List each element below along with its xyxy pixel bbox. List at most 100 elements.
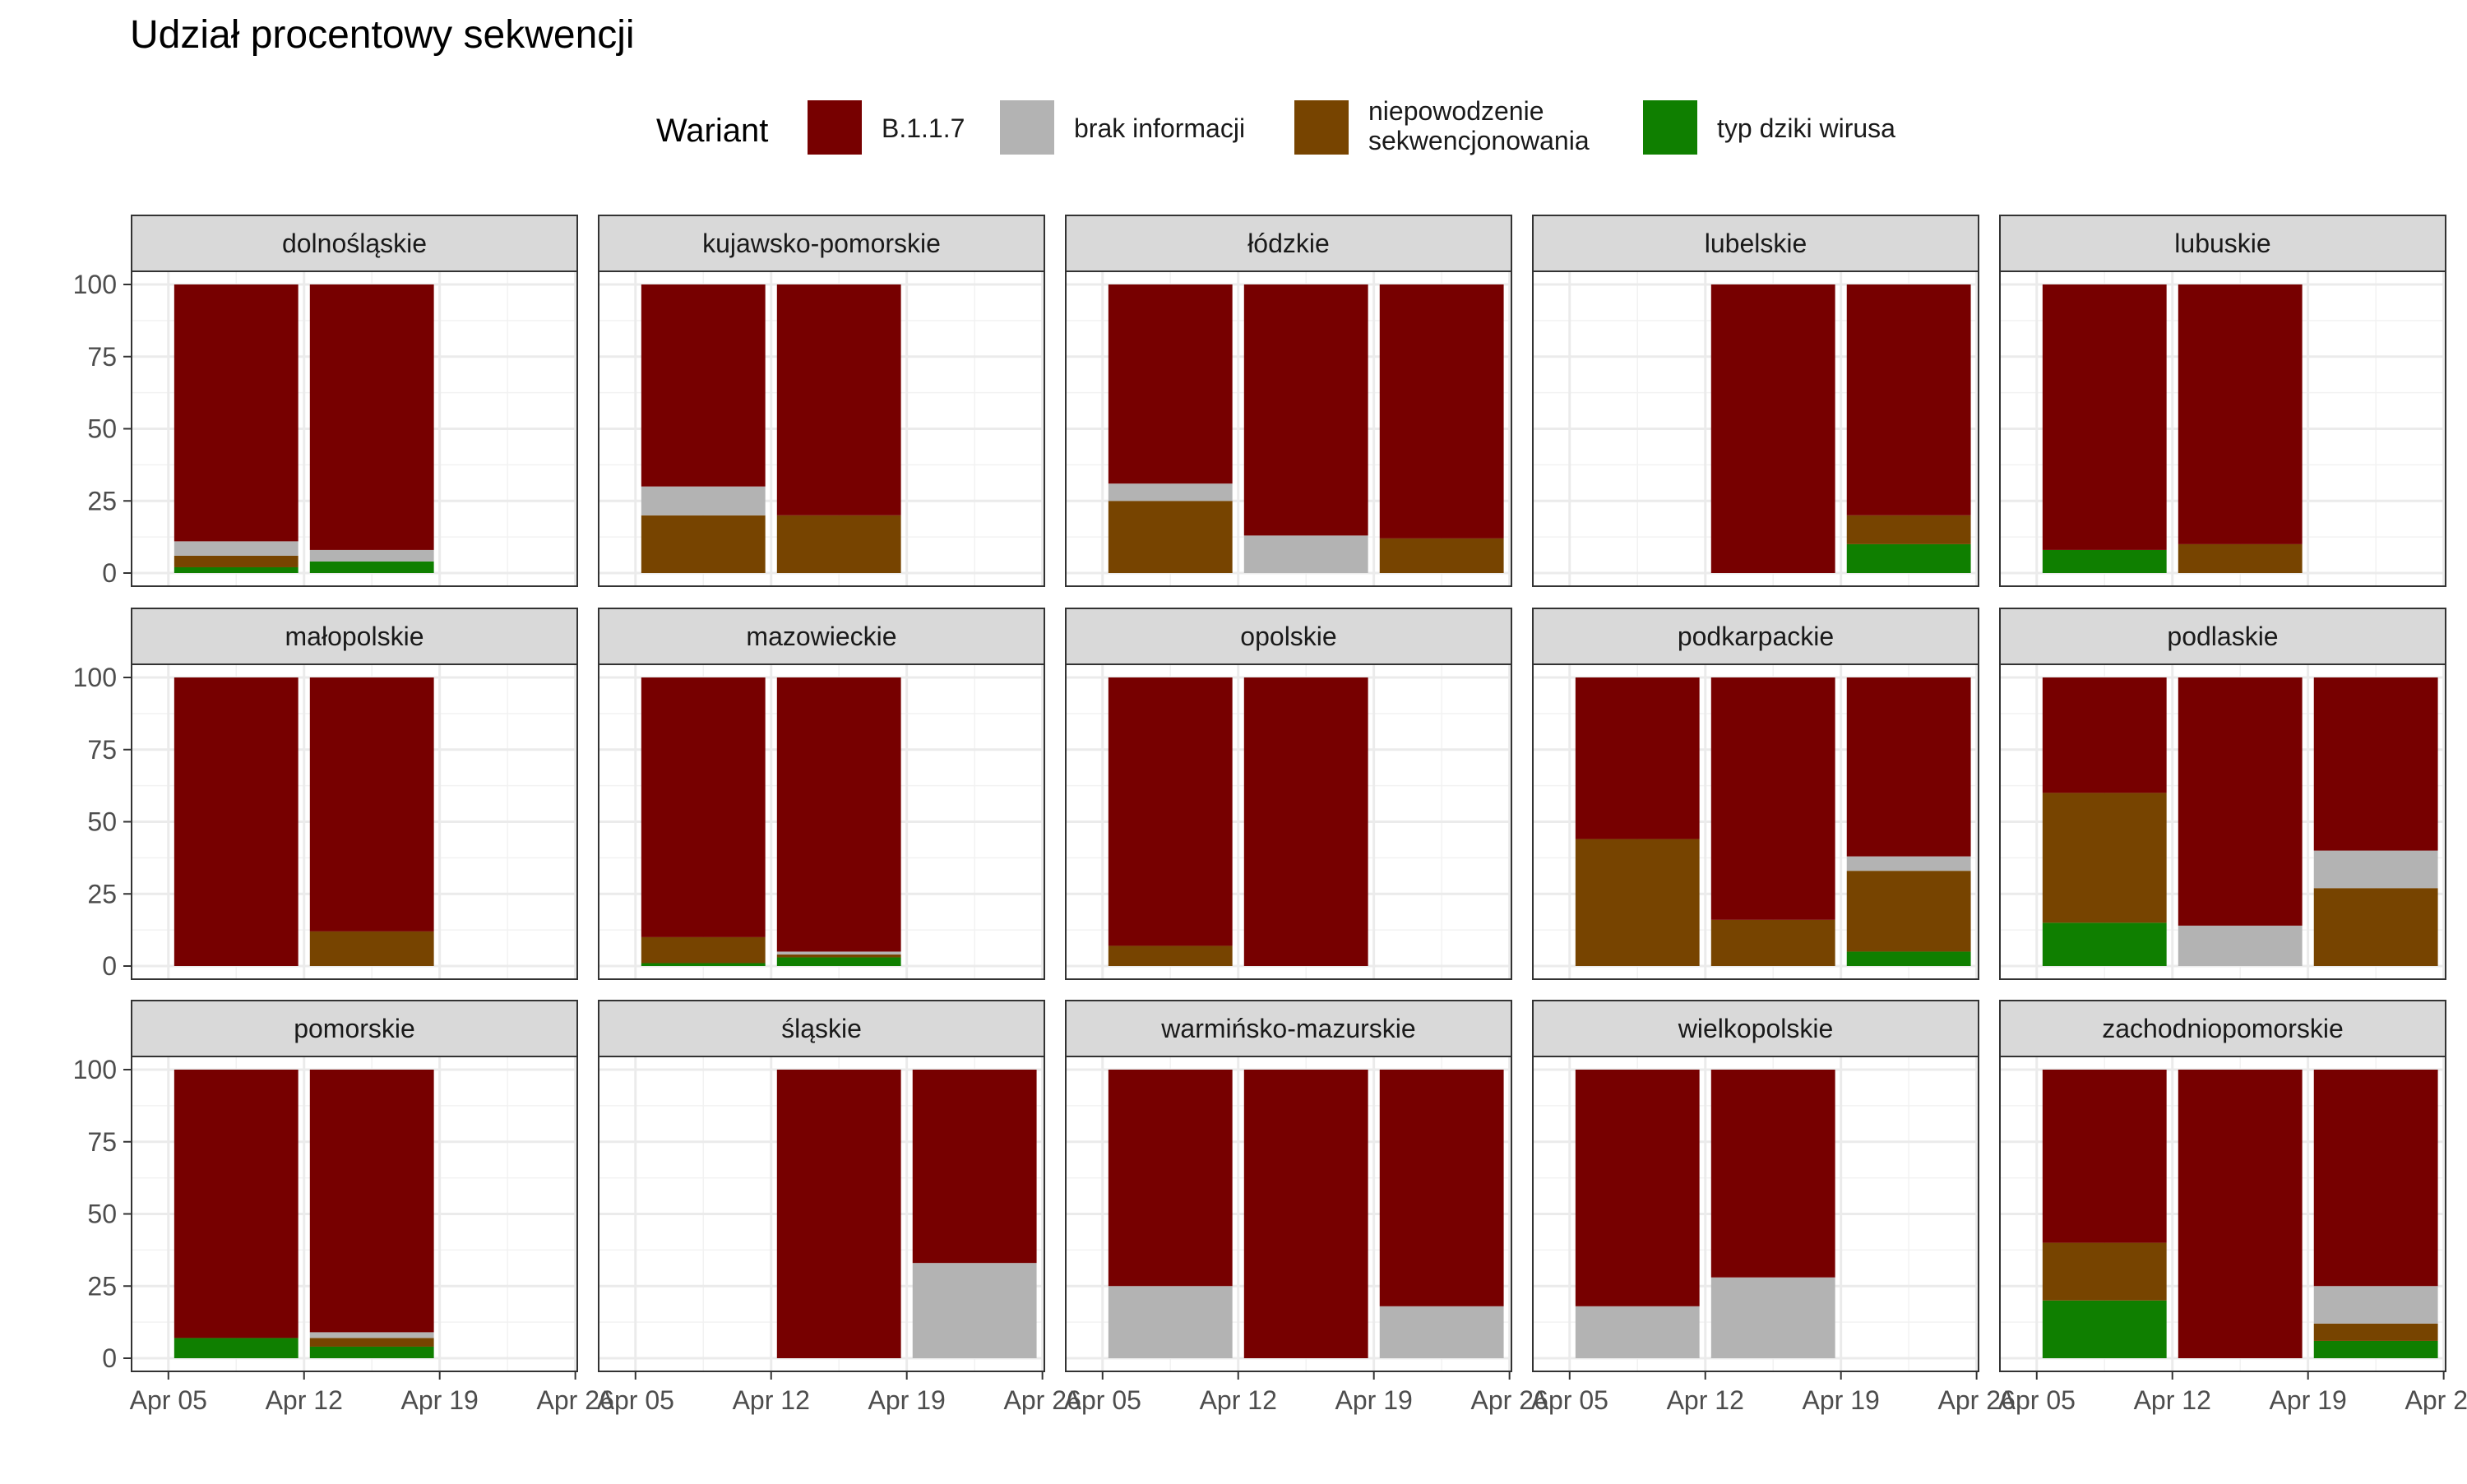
- y-tick-label: 50: [87, 807, 117, 837]
- y-tick-label: 50: [87, 414, 117, 444]
- bar-segment-b117: [1243, 284, 1368, 536]
- bar-segment-b117: [1108, 284, 1233, 484]
- bar-segment-niepowodzenie: [1379, 538, 1504, 573]
- bar-stack: [174, 284, 299, 573]
- bar-stack: [1379, 284, 1504, 573]
- y-tick-label: 25: [87, 879, 117, 908]
- bar-stack: [2178, 677, 2303, 966]
- bar-segment-b117: [309, 284, 434, 550]
- panel-border: [1532, 1056, 1979, 1372]
- facet-panel: opolskie: [1065, 608, 1512, 980]
- facet-panel: mazowieckie: [598, 608, 1045, 980]
- bar-segment-b117: [1243, 1070, 1368, 1358]
- y-tick-label: 25: [87, 486, 117, 515]
- bar-stack: [1846, 284, 1971, 573]
- bar-segment-dziki: [2042, 549, 2167, 573]
- facet-panel: łódzkie: [1065, 215, 1512, 587]
- facet-strip-label: dolnośląskie: [282, 229, 427, 258]
- facet-strip: [1532, 1000, 1979, 1057]
- bar-segment-b117: [2313, 1070, 2438, 1287]
- legend-key-b117: [808, 100, 862, 155]
- bar-segment-brak: [1846, 856, 1971, 871]
- facet-strip-label: łódzkie: [1247, 229, 1330, 258]
- facet-panel: warmińsko-mazurskie Apr 05 Apr 12 Apr 19 Apr…: [1064, 1000, 1548, 1415]
- y-tick-label: 100: [73, 270, 117, 299]
- facet-strip: [131, 215, 578, 272]
- bar-stack: [776, 1070, 901, 1358]
- panel-border: [1065, 270, 1512, 587]
- legend-key-niepowodzenie: [1294, 100, 1349, 155]
- bar-segment-brak: [2313, 850, 2438, 889]
- bar-segment-dziki: [2313, 1340, 2438, 1358]
- facet-strip: [131, 608, 578, 665]
- bar-segment-dziki: [2042, 1300, 2167, 1358]
- bar-segment-dziki: [1846, 951, 1971, 966]
- bar-segment-b117: [174, 677, 299, 966]
- bar-segment-niepowodzenie: [2178, 543, 2303, 573]
- bar-segment-b117: [2178, 677, 2303, 926]
- x-tick-label: Apr 26: [1004, 1385, 1081, 1415]
- bar-segment-niepowodzenie: [776, 515, 901, 573]
- bar-segment-dziki: [309, 1346, 434, 1358]
- bar-segment-b117: [174, 1070, 299, 1338]
- facet-strip: [1065, 1000, 1512, 1057]
- x-tick-label: Apr 12: [266, 1385, 343, 1415]
- bar-segment-brak: [641, 486, 766, 515]
- bar-segment-b117: [776, 284, 901, 515]
- bar-segment-b117: [1575, 1070, 1700, 1306]
- bar-segment-niepowodzenie: [309, 931, 434, 966]
- bar-segment-b117: [1575, 677, 1700, 839]
- bar-segment-b117: [1710, 1070, 1835, 1278]
- bar-segment-niepowodzenie: [1108, 501, 1233, 573]
- bar-stack: [2042, 677, 2167, 966]
- legend-item-niepowodzenie: niepowodzenie sekwencjonowania: [1294, 96, 1590, 155]
- legend-label-niepowodzenie: niepowodzenie sekwencjonowania: [1368, 96, 1590, 155]
- facet-strip: [1999, 1000, 2446, 1057]
- bar-segment-niepowodzenie: [1846, 871, 1971, 952]
- facet-panel: podkarpackie: [1532, 608, 1979, 980]
- bar-segment-b117: [1710, 677, 1835, 920]
- bar-segment-niepowodzenie: [174, 555, 299, 567]
- legend: Wariant B.1.1.7 brak informacji niepowodzen…: [656, 96, 1895, 155]
- legend-item-brak: brak informacji: [1000, 100, 1245, 155]
- facet-strip-label: podkarpackie: [1678, 622, 1834, 651]
- bar-segment-b117: [1379, 284, 1504, 539]
- bar-segment-brak: [2313, 1286, 2438, 1324]
- bar-segment-niepowodzenie: [641, 936, 766, 964]
- legend-item-b117: B.1.1.7: [808, 100, 965, 155]
- legend-label-brak: brak informacji: [1074, 113, 1245, 143]
- bar-stack: [776, 284, 901, 573]
- bar-stack: [912, 1070, 1037, 1358]
- bar-stack: [2313, 677, 2438, 966]
- facet-strip: [1532, 215, 1979, 272]
- legend-key-brak: [1000, 100, 1054, 155]
- x-tick-label: Apr 19: [1335, 1385, 1413, 1415]
- facet-panel: lubelskie: [1532, 215, 1979, 587]
- facet-strip-label: śląskie: [781, 1014, 862, 1043]
- x-tick-label: Apr 19: [401, 1385, 479, 1415]
- facet-strip-label: wielkopolskie: [1678, 1014, 1834, 1043]
- x-tick-label: Apr 12: [1200, 1385, 1277, 1415]
- facet-strip-label: mazowieckie: [746, 622, 896, 651]
- bar-segment-b117: [174, 284, 299, 542]
- bar-stack: [1710, 677, 1835, 966]
- bar-segment-brak: [912, 1263, 1037, 1358]
- x-tick-label: Apr 19: [1803, 1385, 1880, 1415]
- y-tick-label: 100: [73, 663, 117, 692]
- bar-segment-brak: [1575, 1306, 1700, 1358]
- bar-segment-b117: [1379, 1070, 1504, 1306]
- bar-segment-b117: [309, 677, 434, 932]
- x-tick-label: Apr 05: [1998, 1385, 2076, 1415]
- facet-strip: [1999, 608, 2446, 665]
- legend-item-dziki: typ dziki wirusa: [1643, 100, 1895, 155]
- bar-segment-b117: [1710, 284, 1835, 573]
- x-tick-label: Apr 05: [1531, 1385, 1608, 1415]
- y-tick-label: 100: [73, 1055, 117, 1084]
- bar-segment-brak: [309, 1332, 434, 1338]
- bar-segment-brak: [1243, 535, 1368, 573]
- bar-stack: [309, 677, 434, 966]
- bar-stack: [1243, 284, 1368, 573]
- x-tick-label: Apr 26: [1938, 1385, 2016, 1415]
- legend-key-dziki: [1643, 100, 1697, 155]
- bar-segment-b117: [2042, 284, 2167, 550]
